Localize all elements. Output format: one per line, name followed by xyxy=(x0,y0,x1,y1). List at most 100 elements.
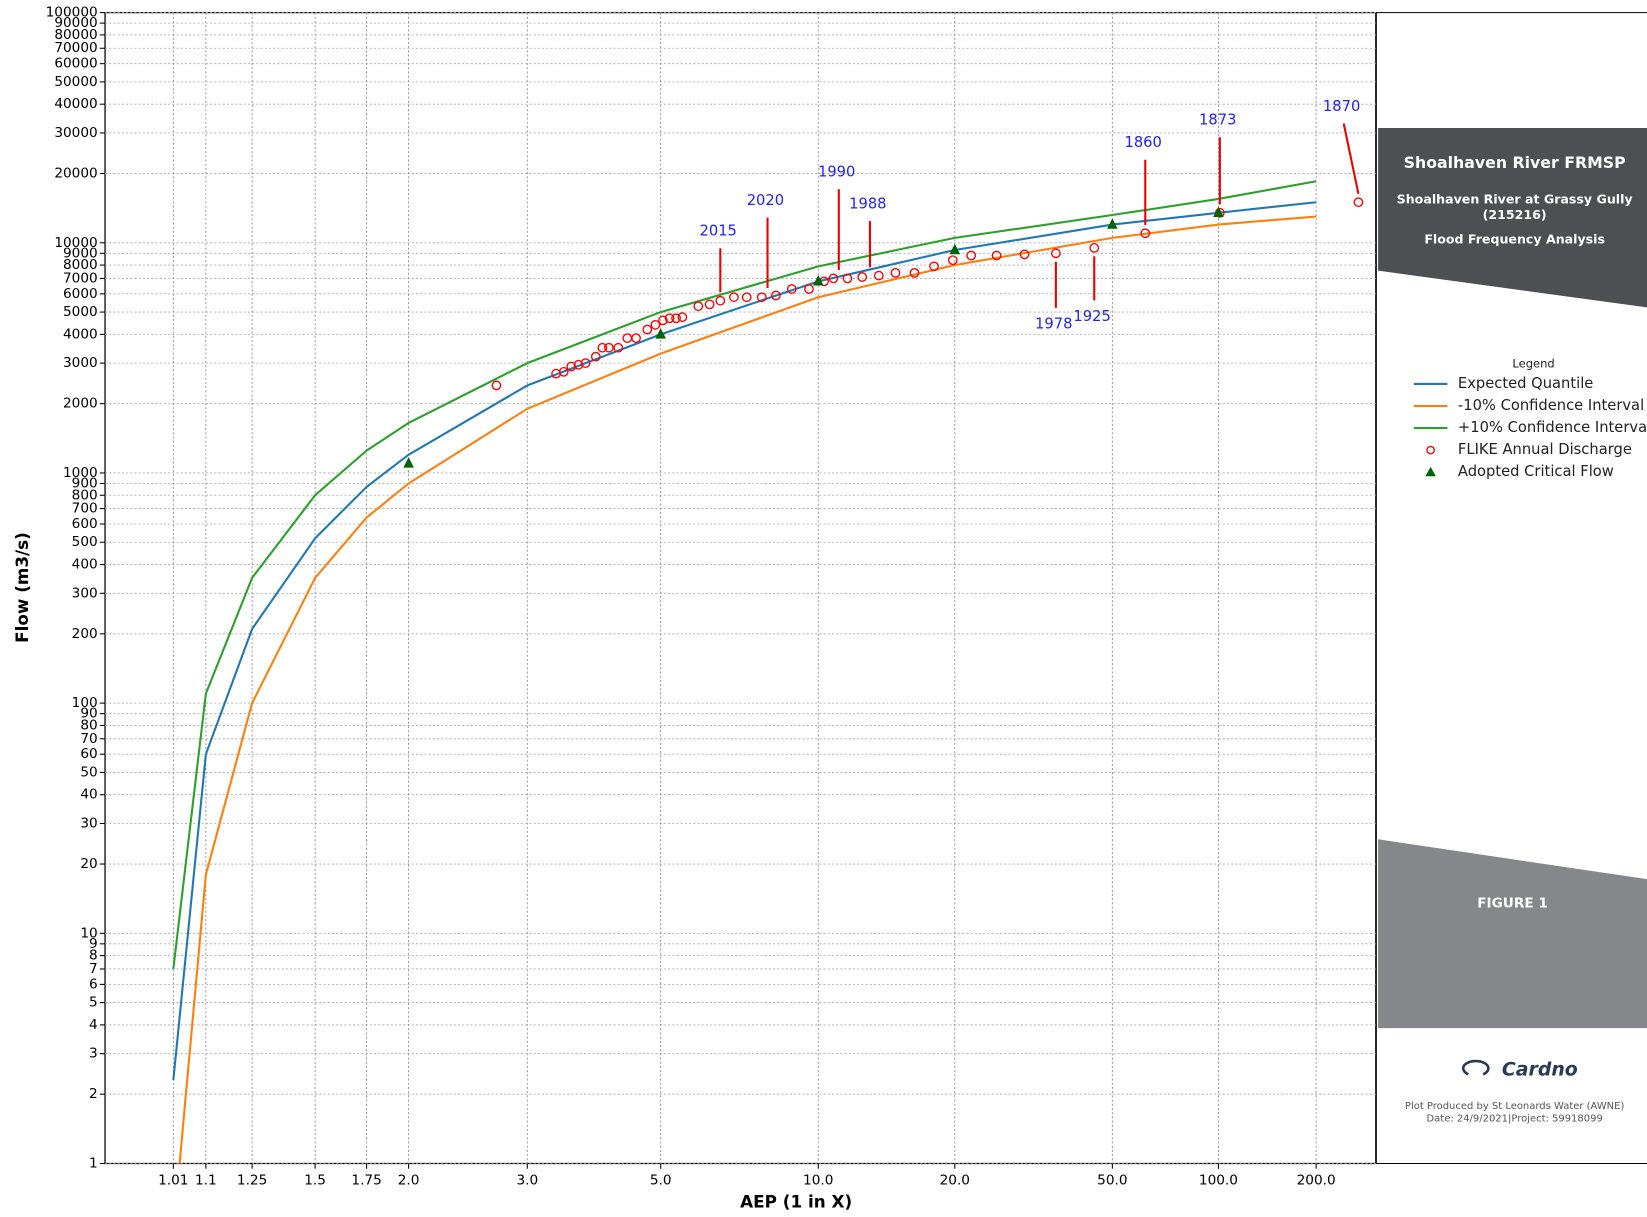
x-tick-label: 100.0 xyxy=(1199,1172,1238,1188)
figure-block xyxy=(1378,839,1647,1029)
circle-marker xyxy=(929,261,939,272)
circle-marker xyxy=(566,361,577,372)
circle-marker xyxy=(741,292,752,303)
annotation-label: 1990 xyxy=(818,163,855,180)
x-tick-label: 1.25 xyxy=(237,1172,267,1188)
y-tick-label: 400 xyxy=(72,557,98,573)
circle-marker xyxy=(631,333,641,344)
y-tick-label: 10000 xyxy=(54,235,97,251)
circle-marker xyxy=(677,312,688,323)
y-tick-label: 50 xyxy=(80,764,97,780)
y-tick-label: 80 xyxy=(80,717,97,733)
y-tick-label: 500 xyxy=(72,534,98,550)
y-tick-label: 100 xyxy=(72,695,98,711)
y-tick-label: 70000 xyxy=(54,40,97,56)
circle-marker xyxy=(1019,249,1030,260)
triangle-marker xyxy=(403,457,414,468)
triangle-marker xyxy=(1213,206,1224,217)
y-tick-label: 8000 xyxy=(63,257,98,273)
triangle-marker xyxy=(655,328,666,339)
y-tick-label: 90 xyxy=(80,706,97,722)
y-tick-label: 800 xyxy=(72,487,98,503)
triangle-marker xyxy=(812,275,824,286)
y-tick-label: 50000 xyxy=(54,74,97,90)
circle-marker xyxy=(756,292,767,303)
y-tick-label: 2 xyxy=(89,1086,98,1102)
y-axis-label: Flow (m3/s) xyxy=(12,532,32,643)
y-tick-label: 100000 xyxy=(46,5,98,21)
y-tick-label: 1 xyxy=(89,1155,98,1171)
annotation-label: 1988 xyxy=(849,195,886,212)
y-tick-label: 40 xyxy=(80,787,97,803)
y-tick-label: 60000 xyxy=(54,56,97,72)
circle-marker xyxy=(1140,228,1151,239)
circle-marker xyxy=(1089,243,1100,253)
y-tick-label: 7000 xyxy=(63,270,98,286)
y-tick-label: 20000 xyxy=(54,165,97,181)
circle-marker xyxy=(828,273,839,284)
circle-marker xyxy=(842,273,853,284)
x-tick-label: 1.01 xyxy=(158,1172,188,1188)
circle-marker xyxy=(650,319,661,330)
y-tick-label: 4000 xyxy=(63,326,98,342)
y-tick-label: 90000 xyxy=(54,15,97,31)
circle-marker xyxy=(664,313,675,324)
legend-label: +10% Confidence Interval xyxy=(1458,419,1647,436)
y-tick-label: 1000 xyxy=(63,465,98,481)
y-tick-label: 600 xyxy=(72,516,98,532)
circle-marker xyxy=(603,342,614,353)
y-tick-label: 6000 xyxy=(63,286,98,302)
circle-marker xyxy=(590,351,601,362)
annotation-label: 1870 xyxy=(1323,98,1360,115)
x-tick-label: 2.0 xyxy=(398,1172,420,1188)
circle-marker xyxy=(857,272,868,282)
y-tick-label: 30 xyxy=(80,815,97,831)
y-tick-label: 30000 xyxy=(54,125,97,141)
circle-marker xyxy=(715,295,726,306)
y-tick-label: 900 xyxy=(72,475,98,491)
circle-marker xyxy=(580,358,591,369)
y-tick-label: 4 xyxy=(89,1017,98,1033)
triangle-marker xyxy=(949,243,961,255)
y-tick-label: 6 xyxy=(89,976,98,992)
x-tick-label: 20.0 xyxy=(940,1172,970,1188)
x-tick-label: 200.0 xyxy=(1297,1172,1336,1188)
y-tick-label: 3 xyxy=(89,1046,98,1062)
x-tick-label: 1.75 xyxy=(351,1172,381,1188)
circle-marker xyxy=(729,292,739,303)
x-tick-label: 5.0 xyxy=(650,1172,672,1188)
y-tick-label: 3000 xyxy=(63,355,98,371)
annotation-label: 1925 xyxy=(1073,308,1110,325)
y-tick-label: 20 xyxy=(80,856,97,872)
x-tick-label: 3.0 xyxy=(516,1172,538,1188)
legend-label: Expected Quantile xyxy=(1458,375,1593,392)
x-tick-label: 50.0 xyxy=(1097,1172,1127,1188)
y-tick-label: 200 xyxy=(72,626,98,642)
y-tick-label: 70 xyxy=(80,731,97,747)
annotation-label: 1873 xyxy=(1199,111,1236,128)
panel-subtitle: Shoalhaven River at Grassy Gully (215216) xyxy=(1397,191,1633,222)
legend-swatch xyxy=(1426,445,1435,455)
logo: Cardno xyxy=(1502,1059,1578,1081)
y-tick-label: 10 xyxy=(80,925,97,941)
footer: Date: 24/9/2021|Project: 59918099 xyxy=(1426,1113,1602,1124)
logo-mark xyxy=(1461,1059,1490,1076)
legend-title: Legend xyxy=(1512,357,1554,371)
circle-marker xyxy=(1050,248,1061,259)
title-block xyxy=(1378,127,1647,308)
circle-marker xyxy=(613,342,624,353)
y-tick-label: 8 xyxy=(89,948,98,964)
circle-marker xyxy=(890,267,901,278)
figure-label: FIGURE 1 xyxy=(1477,895,1548,911)
x-tick-label: 10.0 xyxy=(803,1172,833,1188)
circle-marker xyxy=(491,380,502,391)
legend-label: Adopted Critical Flow xyxy=(1458,463,1614,480)
circle-marker xyxy=(804,284,814,294)
legend-label: -10% Confidence Interval xyxy=(1458,397,1644,414)
circle-marker xyxy=(873,270,884,281)
y-tick-label: 9000 xyxy=(63,245,98,261)
series-line xyxy=(178,215,1317,1164)
y-tick-label: 700 xyxy=(72,501,98,517)
y-tick-label: 80000 xyxy=(54,27,97,43)
